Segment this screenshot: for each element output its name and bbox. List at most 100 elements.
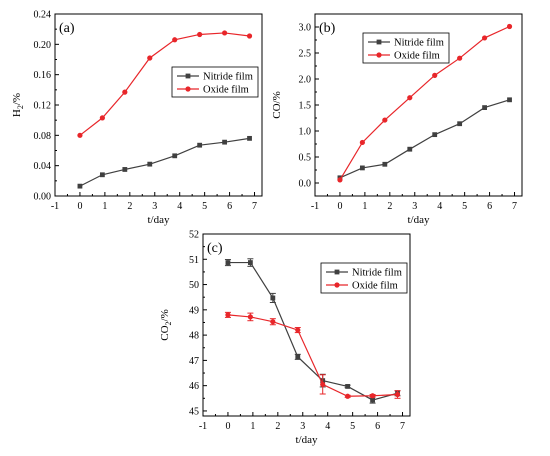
x-tick-label: 1 xyxy=(250,421,255,432)
x-tick-label: -1 xyxy=(199,421,207,432)
data-point-square xyxy=(270,295,276,301)
data-point-circle xyxy=(457,55,463,61)
legend-label: Nitride film xyxy=(394,38,444,49)
data-point-circle xyxy=(221,30,228,36)
legend-marker-circle xyxy=(376,52,382,58)
y-tick-label: 2.5 xyxy=(299,49,312,60)
panel-a: -1 0 1 2 3 4 5 6 7 0.00 0.04 0.08 0.12 0.16 0.20 0.24 t/… xyxy=(11,10,263,226)
y-tick-label: 45 xyxy=(189,406,199,417)
panel-c: -1 0 1 2 3 4 5 6 74546474849505152t/dayCO2/%(c)N… xyxy=(159,230,411,446)
panel-label: (b) xyxy=(319,21,336,36)
y-axis-title-subscript: 2 xyxy=(164,321,173,325)
y-tick-label: 47 xyxy=(189,356,199,367)
panel-label: (a) xyxy=(59,21,75,36)
x-tick-label: 4 xyxy=(437,201,442,212)
y-tick-label: 1.0 xyxy=(299,127,312,138)
data-point-square xyxy=(197,142,203,148)
x-tick-label: 6 xyxy=(487,201,492,212)
y-tick-label: 1.5 xyxy=(299,101,312,112)
data-point-circle xyxy=(407,95,413,101)
data-point-circle xyxy=(369,393,376,399)
data-point-square xyxy=(172,153,178,159)
data-point-circle xyxy=(337,177,343,183)
series-line xyxy=(227,314,398,397)
data-point-square xyxy=(345,384,351,389)
y-tick-label: 0.12 xyxy=(34,101,52,112)
data-point-circle xyxy=(225,312,231,318)
y-tick-label: 3.0 xyxy=(299,23,312,34)
data-point-square xyxy=(247,135,252,141)
x-tick-label: 5 xyxy=(462,201,467,212)
data-point-circle xyxy=(172,37,178,43)
plot-frame xyxy=(202,233,411,417)
x-tick-label: 0 xyxy=(225,421,230,432)
data-point-square xyxy=(370,397,375,403)
y-tick-label: 0.0 xyxy=(299,179,312,190)
data-point-circle xyxy=(359,139,365,146)
legend: Nitride film Oxide film xyxy=(362,32,450,64)
data-point-square xyxy=(225,260,231,265)
legend-marker-square xyxy=(185,73,191,79)
series-nitride-film xyxy=(77,135,252,189)
legend-marker-circle xyxy=(185,86,191,92)
y-axis-title: CO/% xyxy=(271,91,283,119)
x-tick-label: 7 xyxy=(252,201,257,212)
x-tick-label: 2 xyxy=(387,201,392,212)
x-tick-label: 3 xyxy=(412,201,417,212)
legend-marker-square xyxy=(376,39,382,45)
series-oxide-film xyxy=(337,23,513,183)
data-point-square xyxy=(295,354,301,360)
plot-frame xyxy=(54,13,263,197)
legend-box xyxy=(320,262,408,294)
legend-marker-square xyxy=(334,269,340,275)
data-point-circle xyxy=(246,33,253,39)
y-tick-label: 0.5 xyxy=(299,153,312,164)
x-tick-label: 1 xyxy=(362,201,367,212)
data-point-circle xyxy=(432,72,438,78)
data-point-square xyxy=(147,161,153,167)
x-tick-label: 7 xyxy=(400,421,405,432)
data-point-circle xyxy=(506,23,513,30)
data-point-circle xyxy=(99,115,105,121)
x-tick-label: -1 xyxy=(311,201,319,212)
data-point-circle xyxy=(77,132,83,138)
data-point-circle xyxy=(197,31,203,38)
legend-box xyxy=(171,66,259,98)
x-axis-title: t/day xyxy=(408,214,430,226)
data-point-circle xyxy=(122,89,128,95)
y-tick-label: 2.0 xyxy=(299,75,312,86)
data-point-square xyxy=(247,260,253,265)
data-point-circle xyxy=(394,391,401,398)
x-tick-label: 1 xyxy=(102,201,107,212)
y-tick-label: 49 xyxy=(189,305,199,316)
data-point-square xyxy=(359,165,365,171)
data-point-circle xyxy=(247,314,253,320)
data-point-circle xyxy=(382,117,388,123)
data-point-square xyxy=(457,121,463,127)
y-tick-label: 0.24 xyxy=(34,10,52,21)
y-axis-title-unit: /% xyxy=(159,309,171,321)
y-axis-title-subscript: 2 xyxy=(16,105,25,109)
y-axis-title-main: CO xyxy=(271,103,283,118)
data-point-square xyxy=(507,97,512,103)
y-tick-label: 50 xyxy=(189,280,199,291)
y-axis-title-unit: /% xyxy=(11,93,23,105)
data-point-square xyxy=(432,132,438,138)
x-tick-label: 7 xyxy=(512,201,517,212)
data-point-circle xyxy=(147,55,153,61)
y-tick-label: 0.04 xyxy=(34,161,52,172)
series-line xyxy=(227,261,398,401)
data-point-square xyxy=(77,183,83,189)
series-line xyxy=(79,32,250,136)
x-tick-label: 3 xyxy=(152,201,157,212)
y-tick-label: 48 xyxy=(189,331,199,342)
legend: Nitride film Oxide film xyxy=(320,262,408,294)
x-tick-label: 6 xyxy=(227,201,232,212)
data-point-circle xyxy=(481,35,488,41)
legend-label: Oxide film xyxy=(394,51,440,62)
series-line xyxy=(339,25,510,181)
x-axis-title: t/day xyxy=(148,214,170,226)
y-tick-label: 51 xyxy=(189,255,199,266)
x-tick-label: 2 xyxy=(275,421,280,432)
data-point-circle xyxy=(345,393,351,399)
